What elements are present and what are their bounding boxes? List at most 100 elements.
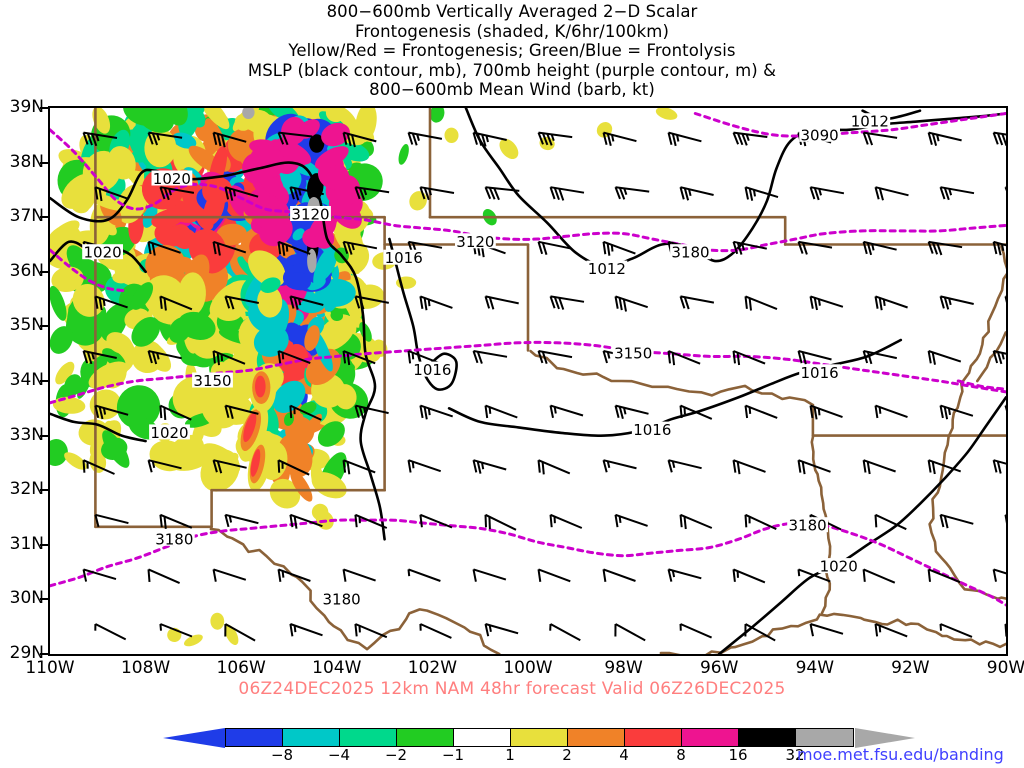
wind-barb	[537, 568, 571, 583]
frontogenesis-shade-cell	[269, 478, 301, 509]
contour-label: 1016	[413, 361, 451, 379]
frontogenesis-shade-cell	[168, 317, 192, 343]
wind-barb	[419, 623, 452, 639]
y-axis-tick	[40, 653, 48, 655]
wind-barb	[809, 295, 844, 311]
wind-barb	[147, 568, 181, 585]
contour-label-bg	[818, 558, 860, 574]
wind-barb	[614, 513, 648, 528]
contour-label: 3150	[193, 372, 231, 390]
y-axis-label: 30N	[9, 588, 44, 609]
wind-barb	[549, 513, 583, 529]
frontogenesis-shade-cell	[216, 223, 247, 246]
wind-barb	[939, 404, 974, 420]
wind-barb	[602, 240, 636, 256]
wind-barb	[277, 240, 311, 256]
x-axis-label: 100W	[503, 658, 553, 678]
wind-barb	[407, 459, 442, 473]
title-line-4: MSLP (black contour, mb), 700mb height (…	[247, 60, 777, 80]
y-axis-tick	[40, 434, 48, 437]
contour-label: 3180	[789, 517, 827, 535]
frontogenesis-shade-cell	[311, 472, 347, 499]
wind-barb	[484, 404, 518, 419]
wind-barb	[224, 404, 259, 420]
colorbar: −8 −4 −2 −1 1 2 4 8 16 32	[163, 728, 915, 768]
frontogenesis-shade-cell	[253, 325, 289, 357]
wind-barb	[874, 404, 908, 419]
wind-barb	[342, 240, 378, 255]
colorbar-swatch	[226, 729, 283, 746]
wind-barb	[732, 131, 768, 146]
frontogenesis-shade-cell	[429, 108, 445, 123]
frontogenesis-shade-cell	[50, 285, 67, 321]
title-line-5: 800−600mb Mean Wind (barb, kt)	[369, 80, 655, 100]
wind-barb	[939, 623, 973, 638]
colorbar-over-arrow	[855, 728, 915, 748]
wind-barb	[159, 513, 193, 530]
wind-barb	[354, 186, 390, 200]
wind-barb	[992, 459, 1006, 474]
x-axis-label: 106W	[216, 658, 266, 678]
state-border-river	[529, 349, 815, 407]
frontogenesis-shade-cell	[398, 144, 409, 165]
wind-barb	[809, 186, 845, 201]
frontogenesis-shade-cell	[281, 116, 307, 146]
mslp-contour	[50, 161, 386, 541]
frontogenesis-shade-cell	[102, 430, 130, 468]
y-axis-label: 32N	[9, 479, 44, 500]
wind-barb	[549, 404, 584, 419]
frontogenesis-shade-cell	[160, 108, 188, 126]
wind-barb	[874, 186, 909, 201]
wind-barb	[862, 568, 896, 584]
frontogenesis-shade-cell	[284, 322, 305, 344]
frontogenesis-shade-cell	[77, 361, 95, 399]
wind-barb	[549, 623, 581, 642]
wind-barb	[602, 131, 637, 147]
contour-label-bg	[151, 170, 193, 186]
frontogenesis-shade-cell	[317, 421, 345, 447]
frontogenesis-shade-cell	[242, 108, 255, 119]
wind-barb	[939, 295, 974, 310]
wind-barb	[472, 459, 507, 474]
contour-label-bg	[153, 530, 195, 546]
wind-barb	[277, 131, 313, 146]
frontogenesis-shade-cell	[277, 434, 313, 478]
wind-barb	[667, 459, 702, 473]
contour-label: 1020	[84, 244, 122, 262]
x-axis-label: 96W	[699, 658, 739, 678]
wind-barb	[862, 240, 897, 256]
y-axis-label: 35N	[9, 315, 44, 336]
wind-barb	[667, 131, 702, 147]
contour-label: 1012	[851, 113, 889, 131]
wind-barb	[224, 623, 256, 642]
colorbar-swatch	[340, 729, 397, 746]
frontogenesis-shade-cell	[351, 119, 375, 143]
frontogenesis-shade-cell	[334, 384, 357, 410]
frontogenesis-shade-cell	[131, 282, 154, 310]
colorbar-tick-label: 8	[676, 746, 686, 764]
contour-label-bg	[412, 361, 453, 377]
map-canvas: 1020 1020 1020 1016 1016 1016 1016 1012 1012 1020…	[50, 108, 1006, 654]
wind-barb	[549, 295, 585, 310]
colorbar-swatch	[739, 729, 796, 746]
wind-barb	[419, 404, 454, 420]
wind-barb	[862, 459, 896, 475]
frontogenesis-shade-cell	[313, 249, 331, 289]
contour-label-bg	[631, 421, 673, 437]
wind-barb	[744, 623, 776, 642]
wind-barb	[159, 623, 193, 638]
x-axis-label: 90W	[986, 658, 1024, 678]
contour-label-bg	[586, 260, 628, 276]
wind-barb	[224, 295, 259, 310]
y-axis-label: 39N	[9, 97, 44, 117]
y-axis-tick	[40, 380, 48, 382]
wind-barb	[927, 350, 962, 365]
height-contour	[50, 248, 128, 293]
mslp-contour	[717, 396, 1006, 654]
wind-barb	[1004, 404, 1006, 412]
contour-label-bg	[383, 249, 425, 265]
wind-barb	[874, 623, 908, 638]
wind-barb	[874, 295, 908, 311]
frontogenesis-shade-cell	[217, 357, 257, 403]
y-axis-label: 38N	[9, 151, 44, 172]
